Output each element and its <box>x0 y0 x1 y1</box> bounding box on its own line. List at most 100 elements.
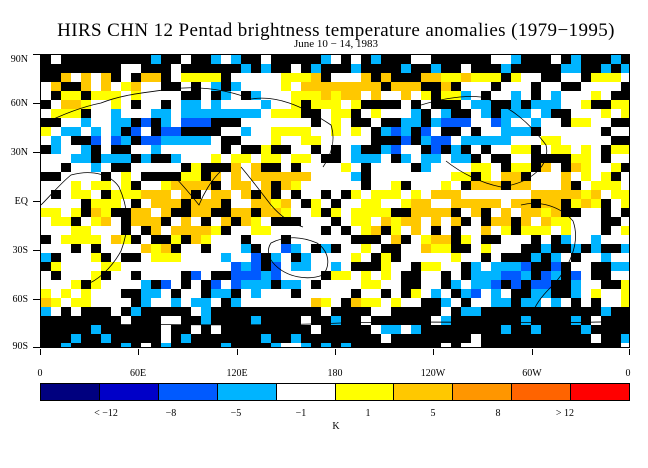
anomaly-cell <box>581 235 591 244</box>
anomaly-cell <box>421 127 431 136</box>
anomaly-cell <box>151 217 161 226</box>
anomaly-cell <box>411 217 421 226</box>
anomaly-cell <box>281 118 291 127</box>
anomaly-cell <box>311 217 321 226</box>
anomaly-cell <box>441 55 451 64</box>
colorbar-label: > 12 <box>555 408 575 419</box>
anomaly-cell <box>141 127 151 136</box>
anomaly-cell <box>601 118 611 127</box>
anomaly-cell <box>371 298 381 307</box>
anomaly-cell <box>271 334 281 343</box>
anomaly-cell <box>491 163 501 172</box>
anomaly-cell <box>561 145 571 154</box>
anomaly-cell <box>561 316 571 325</box>
anomaly-cell <box>311 118 321 127</box>
anomaly-cell <box>331 172 341 181</box>
anomaly-cell <box>91 325 101 334</box>
anomaly-cell <box>301 172 311 181</box>
anomaly-cell <box>131 217 141 226</box>
anomaly-cell <box>121 127 131 136</box>
anomaly-cell <box>121 262 131 271</box>
anomaly-cell <box>621 280 629 289</box>
anomaly-cell <box>331 91 341 100</box>
anomaly-cell <box>111 55 121 64</box>
anomaly-cell <box>211 145 221 154</box>
anomaly-cell <box>131 343 141 347</box>
anomaly-cell <box>391 136 401 145</box>
lat-label-30s: 30S <box>12 245 28 256</box>
anomaly-cell <box>471 163 481 172</box>
anomaly-cell <box>481 127 491 136</box>
anomaly-cell <box>211 217 221 226</box>
anomaly-cell <box>471 118 481 127</box>
anomaly-cell <box>301 64 311 73</box>
anomaly-cell <box>371 343 381 347</box>
anomaly-cell <box>491 280 501 289</box>
anomaly-cell <box>111 289 121 298</box>
anomaly-cell <box>381 253 391 262</box>
anomaly-cell <box>531 181 541 190</box>
anomaly-cell <box>501 100 511 109</box>
anomaly-cell <box>161 100 171 109</box>
anomaly-cell <box>611 307 621 316</box>
anomaly-cell <box>621 235 629 244</box>
anomaly-cell <box>181 64 191 73</box>
anomaly-cell <box>321 325 331 334</box>
anomaly-cell <box>371 325 381 334</box>
anomaly-cell <box>51 235 61 244</box>
anomaly-cell <box>211 73 221 82</box>
anomaly-cell <box>461 334 471 343</box>
anomaly-cell <box>521 235 531 244</box>
anomaly-cell <box>571 298 581 307</box>
anomaly-cell <box>91 316 101 325</box>
anomaly-cell <box>211 253 221 262</box>
anomaly-cell <box>241 154 251 163</box>
anomaly-cell <box>301 199 311 208</box>
anomaly-cell <box>71 289 81 298</box>
anomaly-cell <box>351 289 361 298</box>
anomaly-cell <box>141 253 151 262</box>
anomaly-cell <box>621 226 629 235</box>
anomaly-cell <box>431 190 441 199</box>
anomaly-cell <box>361 118 371 127</box>
anomaly-cell <box>281 325 291 334</box>
anomaly-cell <box>261 91 271 100</box>
coastline-southeast-asia <box>240 166 304 228</box>
anomaly-cell <box>201 127 211 136</box>
anomaly-cell <box>361 217 371 226</box>
anomaly-cell <box>551 217 561 226</box>
anomaly-cell <box>371 244 381 253</box>
anomaly-cell <box>171 154 181 163</box>
anomaly-cell <box>431 343 441 347</box>
anomaly-cell <box>201 217 211 226</box>
anomaly-cell <box>501 118 511 127</box>
anomaly-cell <box>291 154 301 163</box>
anomaly-cell <box>171 127 181 136</box>
anomaly-cell <box>211 244 221 253</box>
anomaly-cell <box>421 343 431 347</box>
anomaly-cell <box>621 271 629 280</box>
anomaly-cell <box>361 325 371 334</box>
anomaly-cell <box>411 109 421 118</box>
anomaly-cell <box>581 91 591 100</box>
anomaly-cell <box>451 73 461 82</box>
anomaly-cell <box>71 244 81 253</box>
anomaly-cell <box>571 244 581 253</box>
anomaly-cell <box>171 226 181 235</box>
anomaly-cell <box>141 325 151 334</box>
anomaly-cell <box>531 190 541 199</box>
anomaly-cell <box>611 64 621 73</box>
anomaly-cell <box>591 100 601 109</box>
anomaly-cell <box>61 127 71 136</box>
anomaly-cell <box>411 235 421 244</box>
anomaly-cell <box>241 145 251 154</box>
anomaly-cell <box>191 226 201 235</box>
anomaly-cell <box>371 100 381 109</box>
anomaly-cell <box>321 127 331 136</box>
anomaly-cell <box>221 262 231 271</box>
anomaly-cell <box>561 253 571 262</box>
anomaly-cell <box>101 253 111 262</box>
anomaly-cell <box>141 298 151 307</box>
anomaly-cell <box>601 100 611 109</box>
anomaly-cell <box>401 244 411 253</box>
